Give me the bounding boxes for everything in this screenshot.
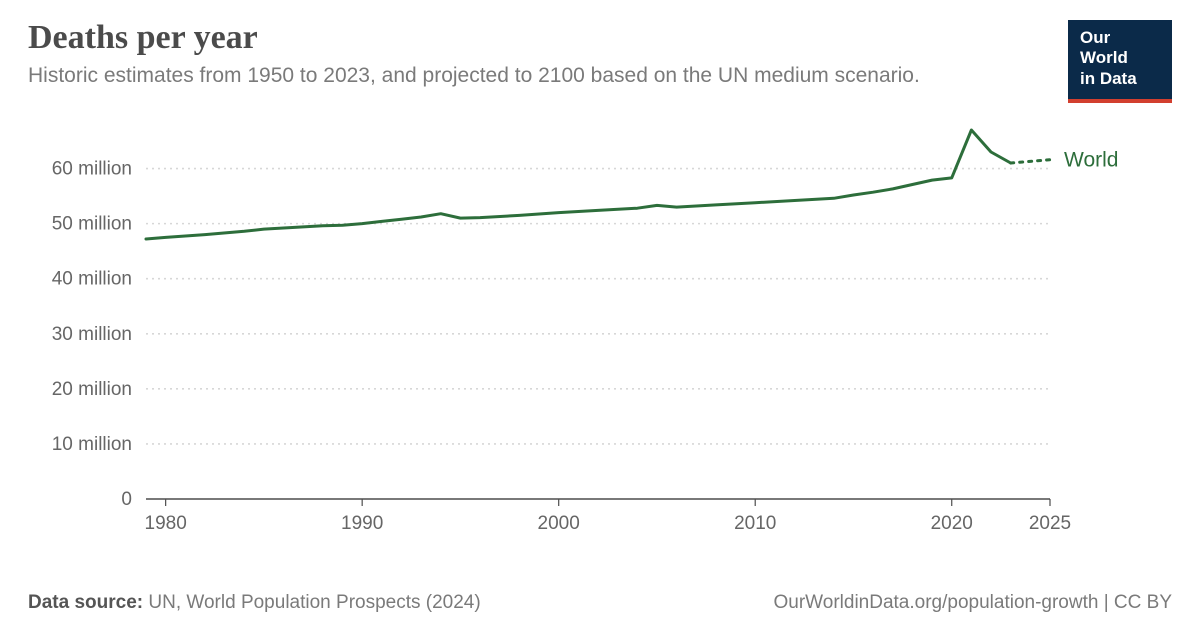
x-tick-label: 1980: [145, 513, 187, 534]
x-tick-label: 1990: [341, 513, 383, 534]
series-line-historic: [146, 130, 1011, 239]
y-tick-label: 10 million: [52, 434, 132, 455]
attribution: OurWorldinData.org/population-growth | C…: [774, 592, 1173, 614]
y-tick-label: 50 million: [52, 214, 132, 235]
x-tick-label: 2000: [538, 513, 580, 534]
owid-logo: Our World in Data: [1068, 20, 1172, 103]
series-line-projection: [1011, 160, 1050, 163]
y-tick-label: 30 million: [52, 324, 132, 345]
x-tick-label: 2020: [931, 513, 973, 534]
y-tick-label: 0: [121, 489, 132, 510]
chart-title: Deaths per year: [28, 20, 1044, 56]
y-tick-label: 40 million: [52, 269, 132, 290]
header: Deaths per year Historic estimates from …: [28, 20, 1172, 103]
chart-subtitle: Historic estimates from 1950 to 2023, an…: [28, 62, 1044, 90]
y-tick-label: 60 million: [52, 159, 132, 180]
chart-area: 0 10 million 20 million 30 million 40 millio…: [28, 127, 1172, 537]
x-tick-label: 2010: [734, 513, 776, 534]
series-label: World: [1064, 149, 1118, 172]
x-tick-label: 2025: [1029, 513, 1071, 534]
logo-line-2: in Data: [1080, 69, 1137, 88]
line-chart: 0 10 million 20 million 30 million 40 millio…: [28, 127, 1172, 537]
data-source: Data source: UN, World Population Prospe…: [28, 592, 481, 614]
y-tick-label: 20 million: [52, 379, 132, 400]
title-block: Deaths per year Historic estimates from …: [28, 20, 1068, 90]
source-value: UN, World Population Prospects (2024): [148, 592, 480, 613]
logo-line-1: Our World: [1080, 28, 1128, 67]
footer: Data source: UN, World Population Prospe…: [28, 592, 1172, 614]
source-label: Data source:: [28, 592, 143, 613]
page-root: Deaths per year Historic estimates from …: [0, 0, 1200, 628]
